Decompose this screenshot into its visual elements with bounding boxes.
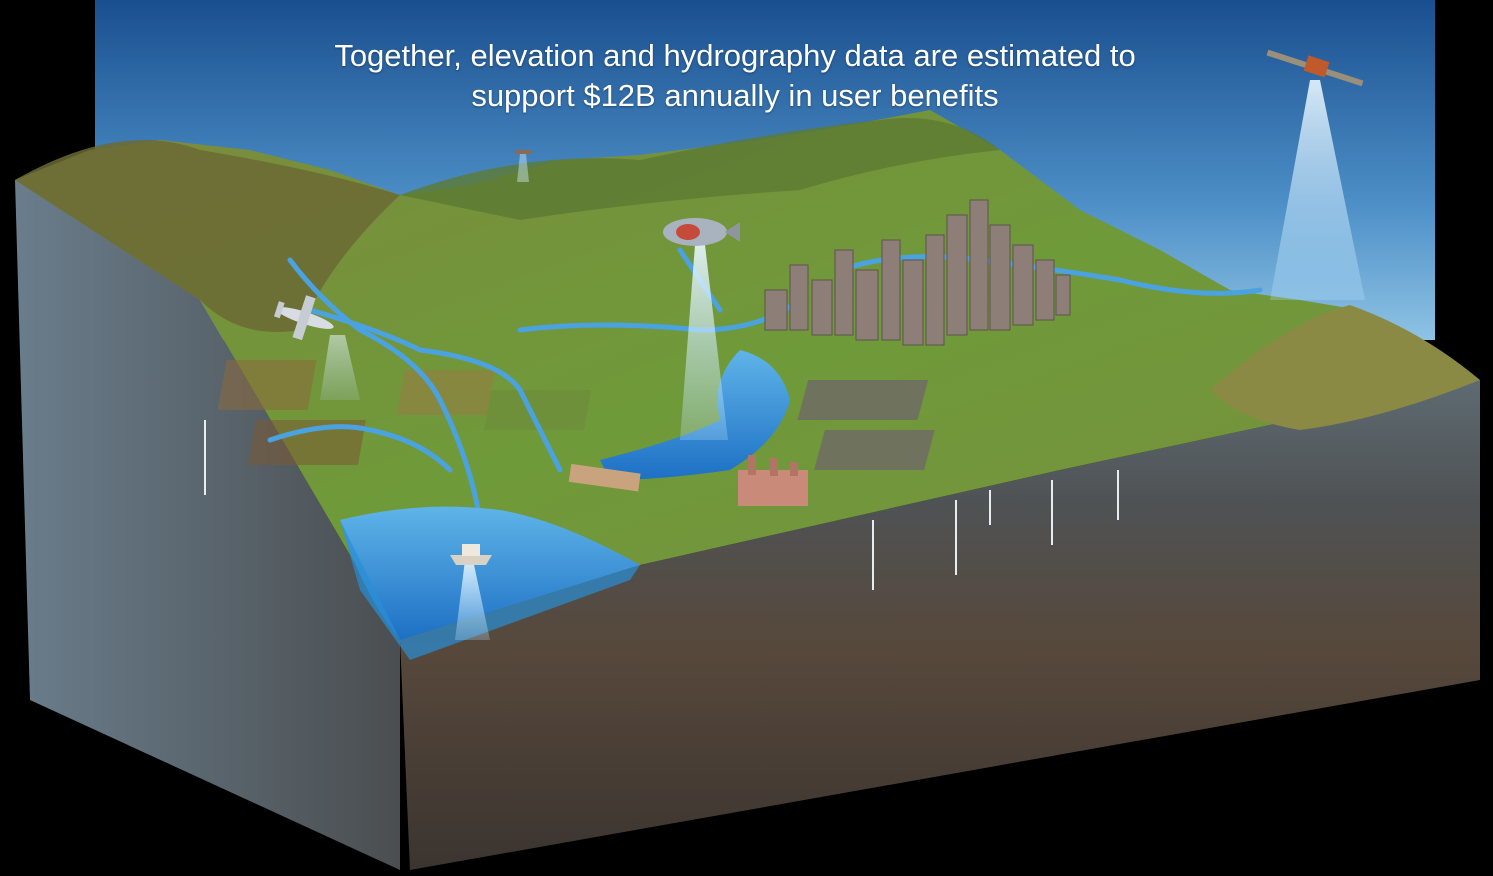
airplane-icon (273, 295, 334, 341)
ridge-back (400, 118, 1000, 220)
airplane-beam (320, 335, 360, 400)
reservoir (600, 350, 790, 480)
city-skyline (764, 199, 1071, 346)
headline-caption: Together, elevation and hydrography data… (195, 36, 1275, 116)
caption-line-1: Together, elevation and hydrography data… (334, 38, 1136, 73)
suburbs (797, 380, 935, 470)
mountain-left (15, 140, 400, 332)
boat-beam (455, 560, 490, 640)
bay (340, 506, 640, 640)
boat-icon (450, 544, 492, 565)
bay-cross-section (340, 520, 640, 660)
airship-beam (680, 245, 728, 440)
monitoring-wells (204, 420, 1119, 590)
factory (738, 455, 808, 506)
drone-icon (515, 150, 531, 182)
satellite-icon (1266, 49, 1364, 87)
airship-icon (663, 218, 740, 246)
satellite-beam (1270, 80, 1365, 300)
mountain-right (1210, 305, 1480, 430)
dam (568, 463, 641, 492)
soil-cross-section-left (15, 150, 400, 870)
farm-fields (217, 360, 592, 465)
soil-cross-section-front (400, 380, 1480, 870)
caption-line-2: support $12B annually in user benefits (471, 78, 999, 113)
